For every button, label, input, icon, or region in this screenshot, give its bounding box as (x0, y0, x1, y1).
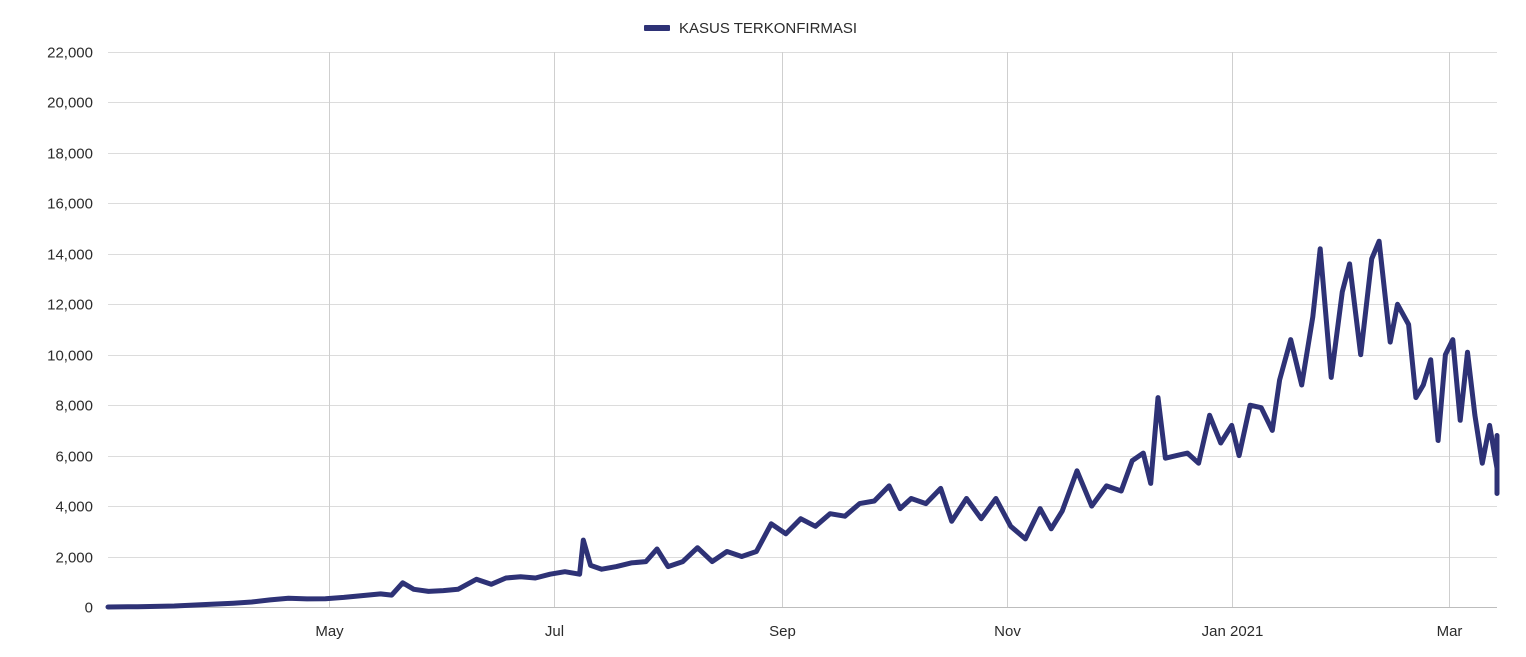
y-tick-label: 22,000 (47, 45, 93, 62)
y-tick-label: 2,000 (55, 550, 93, 567)
legend[interactable]: KASUS TERKONFIRMASI (644, 20, 857, 37)
y-tick-label: 8,000 (55, 398, 93, 415)
y-tick-label: 20,000 (47, 95, 93, 112)
x-tick-label: Nov (994, 623, 1021, 640)
y-tick-label: 12,000 (47, 297, 93, 314)
series-group (105, 238, 1500, 610)
legend-label: KASUS TERKONFIRMASI (679, 20, 857, 37)
x-tick-label: Jan 2021 (1202, 623, 1264, 640)
horizontal-gridlines (108, 52, 1497, 608)
y-tick-label: 16,000 (47, 196, 93, 213)
legend-swatch-icon (644, 25, 670, 31)
x-tick-label: Sep (769, 623, 796, 640)
x-tick-label: Jul (545, 623, 564, 640)
vertical-gridlines (329, 52, 1450, 607)
x-tick-label: Mar (1437, 623, 1463, 640)
y-tick-label: 14,000 (47, 247, 93, 264)
series-line-kasus-terkonfirmasi[interactable] (105, 238, 1500, 610)
x-tick-label: May (315, 623, 344, 640)
y-tick-label: 4,000 (55, 499, 93, 516)
y-axis-tick-labels: 0 2,000 4,000 6,000 8,000 10,000 12,000 14,000 1… (47, 45, 93, 617)
y-tick-label: 10,000 (47, 348, 93, 365)
y-tick-label: 6,000 (55, 449, 93, 466)
y-tick-label: 18,000 (47, 146, 93, 163)
y-tick-label: 0 (85, 600, 93, 617)
x-axis-tick-labels: May Jul Sep Nov Jan 2021 Mar (315, 623, 1462, 640)
